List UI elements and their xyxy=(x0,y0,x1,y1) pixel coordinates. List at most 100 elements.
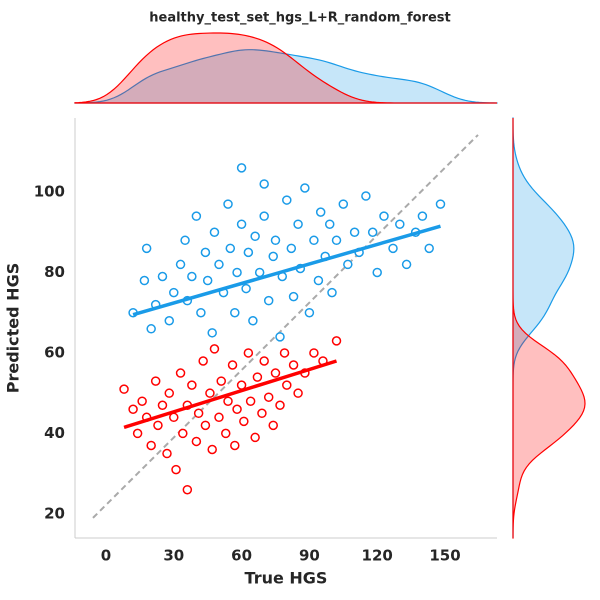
point xyxy=(150,376,161,386)
x-tick-label: 60 xyxy=(231,547,252,565)
point xyxy=(128,404,138,415)
point xyxy=(236,380,247,390)
point xyxy=(221,428,231,439)
regression-line xyxy=(123,359,338,430)
right-marginal-density xyxy=(512,118,586,539)
point xyxy=(182,484,193,495)
point xyxy=(216,376,226,386)
point xyxy=(180,235,190,246)
point xyxy=(157,400,168,410)
point xyxy=(309,348,319,358)
point xyxy=(331,336,342,346)
point xyxy=(200,247,211,258)
top-marginal-density xyxy=(74,32,497,104)
point xyxy=(178,428,188,439)
point xyxy=(191,211,202,221)
point xyxy=(119,384,129,394)
point xyxy=(175,368,186,378)
point xyxy=(164,316,175,326)
y-tick-label: 60 xyxy=(44,343,65,361)
point xyxy=(259,211,269,221)
point xyxy=(209,344,220,354)
point xyxy=(343,259,353,270)
point xyxy=(202,275,213,286)
point xyxy=(230,440,240,451)
x-tick-label: 150 xyxy=(429,547,460,565)
point xyxy=(282,380,292,390)
point xyxy=(162,448,172,459)
point xyxy=(239,416,249,427)
point xyxy=(175,259,186,270)
point xyxy=(236,219,247,229)
x-tick-label: 120 xyxy=(362,547,393,565)
point xyxy=(327,287,337,298)
point xyxy=(243,247,254,258)
x-axis-label: True HGS xyxy=(245,569,328,588)
point xyxy=(259,179,269,189)
point xyxy=(200,420,211,431)
point xyxy=(417,211,428,221)
x-tick-label: 90 xyxy=(299,547,320,565)
point xyxy=(214,259,224,270)
point xyxy=(309,235,319,246)
point xyxy=(245,396,256,406)
point xyxy=(164,388,175,398)
point xyxy=(254,267,265,278)
point xyxy=(250,231,260,242)
point xyxy=(293,219,303,229)
point xyxy=(270,368,281,378)
point xyxy=(324,219,335,229)
point xyxy=(193,408,204,419)
point xyxy=(207,444,217,455)
y-tick-label: 20 xyxy=(44,504,65,522)
point xyxy=(207,328,217,338)
y-tick-label: 80 xyxy=(44,263,65,281)
point xyxy=(268,251,278,262)
point xyxy=(209,227,220,238)
point xyxy=(169,287,179,298)
top-marginal-density xyxy=(74,49,498,104)
reference-line xyxy=(92,134,479,519)
chart-title: healthy_test_set_hgs_L+R_random_forest xyxy=(149,11,450,26)
point xyxy=(153,420,163,431)
point xyxy=(275,332,285,342)
point xyxy=(379,211,389,221)
point xyxy=(286,243,297,254)
point xyxy=(300,183,310,193)
point xyxy=(232,404,242,415)
point xyxy=(146,440,156,451)
point xyxy=(388,243,398,254)
point xyxy=(171,464,181,475)
point xyxy=(293,388,303,398)
point xyxy=(338,199,349,209)
x-tick-label: 30 xyxy=(163,547,184,565)
point xyxy=(435,199,446,209)
y-tick-label: 40 xyxy=(44,424,65,442)
regression-line xyxy=(132,224,441,317)
point xyxy=(241,283,251,294)
point xyxy=(137,396,147,406)
point xyxy=(424,243,434,254)
point xyxy=(252,372,263,382)
point xyxy=(232,267,242,278)
point xyxy=(361,191,371,201)
point xyxy=(304,307,315,318)
point xyxy=(248,316,258,326)
point xyxy=(259,356,269,366)
point xyxy=(227,360,238,370)
point xyxy=(223,396,233,406)
point xyxy=(250,432,260,443)
point xyxy=(243,348,254,358)
point xyxy=(279,348,290,358)
point xyxy=(214,412,224,423)
point xyxy=(395,219,405,229)
point xyxy=(270,235,281,246)
point xyxy=(268,420,278,431)
point xyxy=(236,163,247,173)
y-tick-label: 100 xyxy=(34,183,65,201)
point xyxy=(187,271,197,282)
point xyxy=(191,436,202,447)
point xyxy=(225,243,236,254)
y-axis-label: Predicted HGS xyxy=(4,263,23,393)
